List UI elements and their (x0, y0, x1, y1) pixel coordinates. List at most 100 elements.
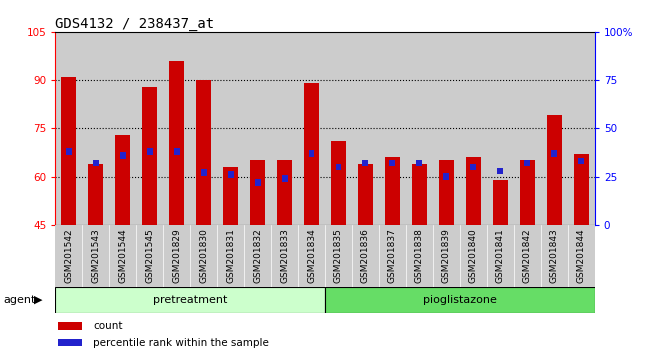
Bar (190, 225, 217, 287)
Bar (217, 32, 244, 225)
Bar (223, 167, 238, 225)
Bar (55, 32, 83, 225)
Bar (304, 83, 319, 225)
Bar (55, 287, 325, 313)
Text: pretreatment: pretreatment (153, 295, 228, 305)
Text: GDS4132 / 238437_at: GDS4132 / 238437_at (55, 17, 214, 31)
Bar (244, 225, 271, 287)
Bar (433, 32, 460, 225)
Bar (255, 179, 261, 185)
Bar (244, 32, 271, 225)
Bar (147, 148, 153, 155)
Text: agent: agent (3, 295, 36, 305)
Bar (406, 32, 433, 225)
Bar (325, 287, 595, 313)
Bar (525, 160, 530, 166)
Text: GSM201829: GSM201829 (172, 228, 181, 282)
Bar (379, 225, 406, 287)
Bar (460, 32, 487, 225)
Bar (541, 32, 568, 225)
Text: GSM201833: GSM201833 (280, 228, 289, 283)
Text: GSM201839: GSM201839 (442, 228, 451, 283)
Bar (325, 225, 352, 287)
Bar (120, 152, 125, 159)
Bar (163, 32, 190, 225)
Text: GSM201830: GSM201830 (199, 228, 208, 283)
Bar (88, 164, 103, 225)
Text: percentile rank within the sample: percentile rank within the sample (93, 338, 269, 348)
Bar (514, 32, 541, 225)
Bar (487, 225, 514, 287)
Text: GSM201831: GSM201831 (226, 228, 235, 283)
Text: count: count (93, 321, 122, 331)
Bar (547, 115, 562, 225)
Bar (352, 225, 379, 287)
Bar (578, 158, 584, 164)
Bar (281, 175, 287, 182)
Text: GSM201842: GSM201842 (523, 228, 532, 282)
Bar (82, 225, 109, 287)
Bar (271, 32, 298, 225)
Bar (497, 167, 503, 174)
Text: GSM201843: GSM201843 (550, 228, 559, 282)
Bar (136, 32, 163, 225)
Bar (136, 225, 163, 287)
Bar (82, 32, 109, 225)
Text: GSM201545: GSM201545 (145, 228, 154, 282)
Bar (541, 225, 568, 287)
Bar (66, 148, 72, 155)
Text: GSM201543: GSM201543 (91, 228, 100, 282)
Text: pioglistazone: pioglistazone (423, 295, 497, 305)
Text: GSM201832: GSM201832 (253, 228, 262, 282)
Bar (190, 32, 217, 225)
Bar (169, 61, 184, 225)
Text: GSM201838: GSM201838 (415, 228, 424, 283)
Bar (142, 86, 157, 225)
Bar (55, 225, 83, 287)
Bar (439, 160, 454, 225)
Text: GSM201835: GSM201835 (334, 228, 343, 283)
Bar (406, 225, 433, 287)
Bar (433, 225, 460, 287)
Text: GSM201544: GSM201544 (118, 228, 127, 282)
Bar (58, 322, 82, 330)
Bar (460, 225, 487, 287)
Bar (412, 164, 427, 225)
Bar (201, 170, 207, 176)
Text: GSM201836: GSM201836 (361, 228, 370, 283)
Bar (568, 225, 595, 287)
Text: GSM201844: GSM201844 (577, 228, 586, 282)
Bar (335, 164, 341, 170)
Bar (568, 32, 595, 225)
Bar (385, 157, 400, 225)
Bar (363, 160, 369, 166)
Bar (417, 160, 423, 166)
Bar (352, 32, 379, 225)
Bar (109, 32, 136, 225)
Bar (309, 150, 315, 156)
Bar (217, 225, 244, 287)
Bar (379, 32, 406, 225)
Bar (298, 225, 325, 287)
Bar (115, 135, 130, 225)
Bar (487, 32, 514, 225)
Text: GSM201840: GSM201840 (469, 228, 478, 282)
Bar (61, 77, 76, 225)
Text: GSM201834: GSM201834 (307, 228, 316, 282)
Bar (227, 171, 233, 178)
Bar (325, 32, 352, 225)
Text: ▶: ▶ (34, 295, 42, 305)
Bar (358, 164, 373, 225)
Bar (271, 225, 298, 287)
Bar (389, 160, 395, 166)
Text: GSM201542: GSM201542 (64, 228, 73, 282)
Bar (514, 225, 541, 287)
Text: GSM201841: GSM201841 (496, 228, 505, 282)
Bar (551, 150, 557, 156)
Bar (331, 141, 346, 225)
Bar (109, 225, 136, 287)
Bar (574, 154, 589, 225)
Text: GSM201837: GSM201837 (388, 228, 397, 283)
Bar (443, 173, 449, 180)
Bar (174, 148, 179, 155)
